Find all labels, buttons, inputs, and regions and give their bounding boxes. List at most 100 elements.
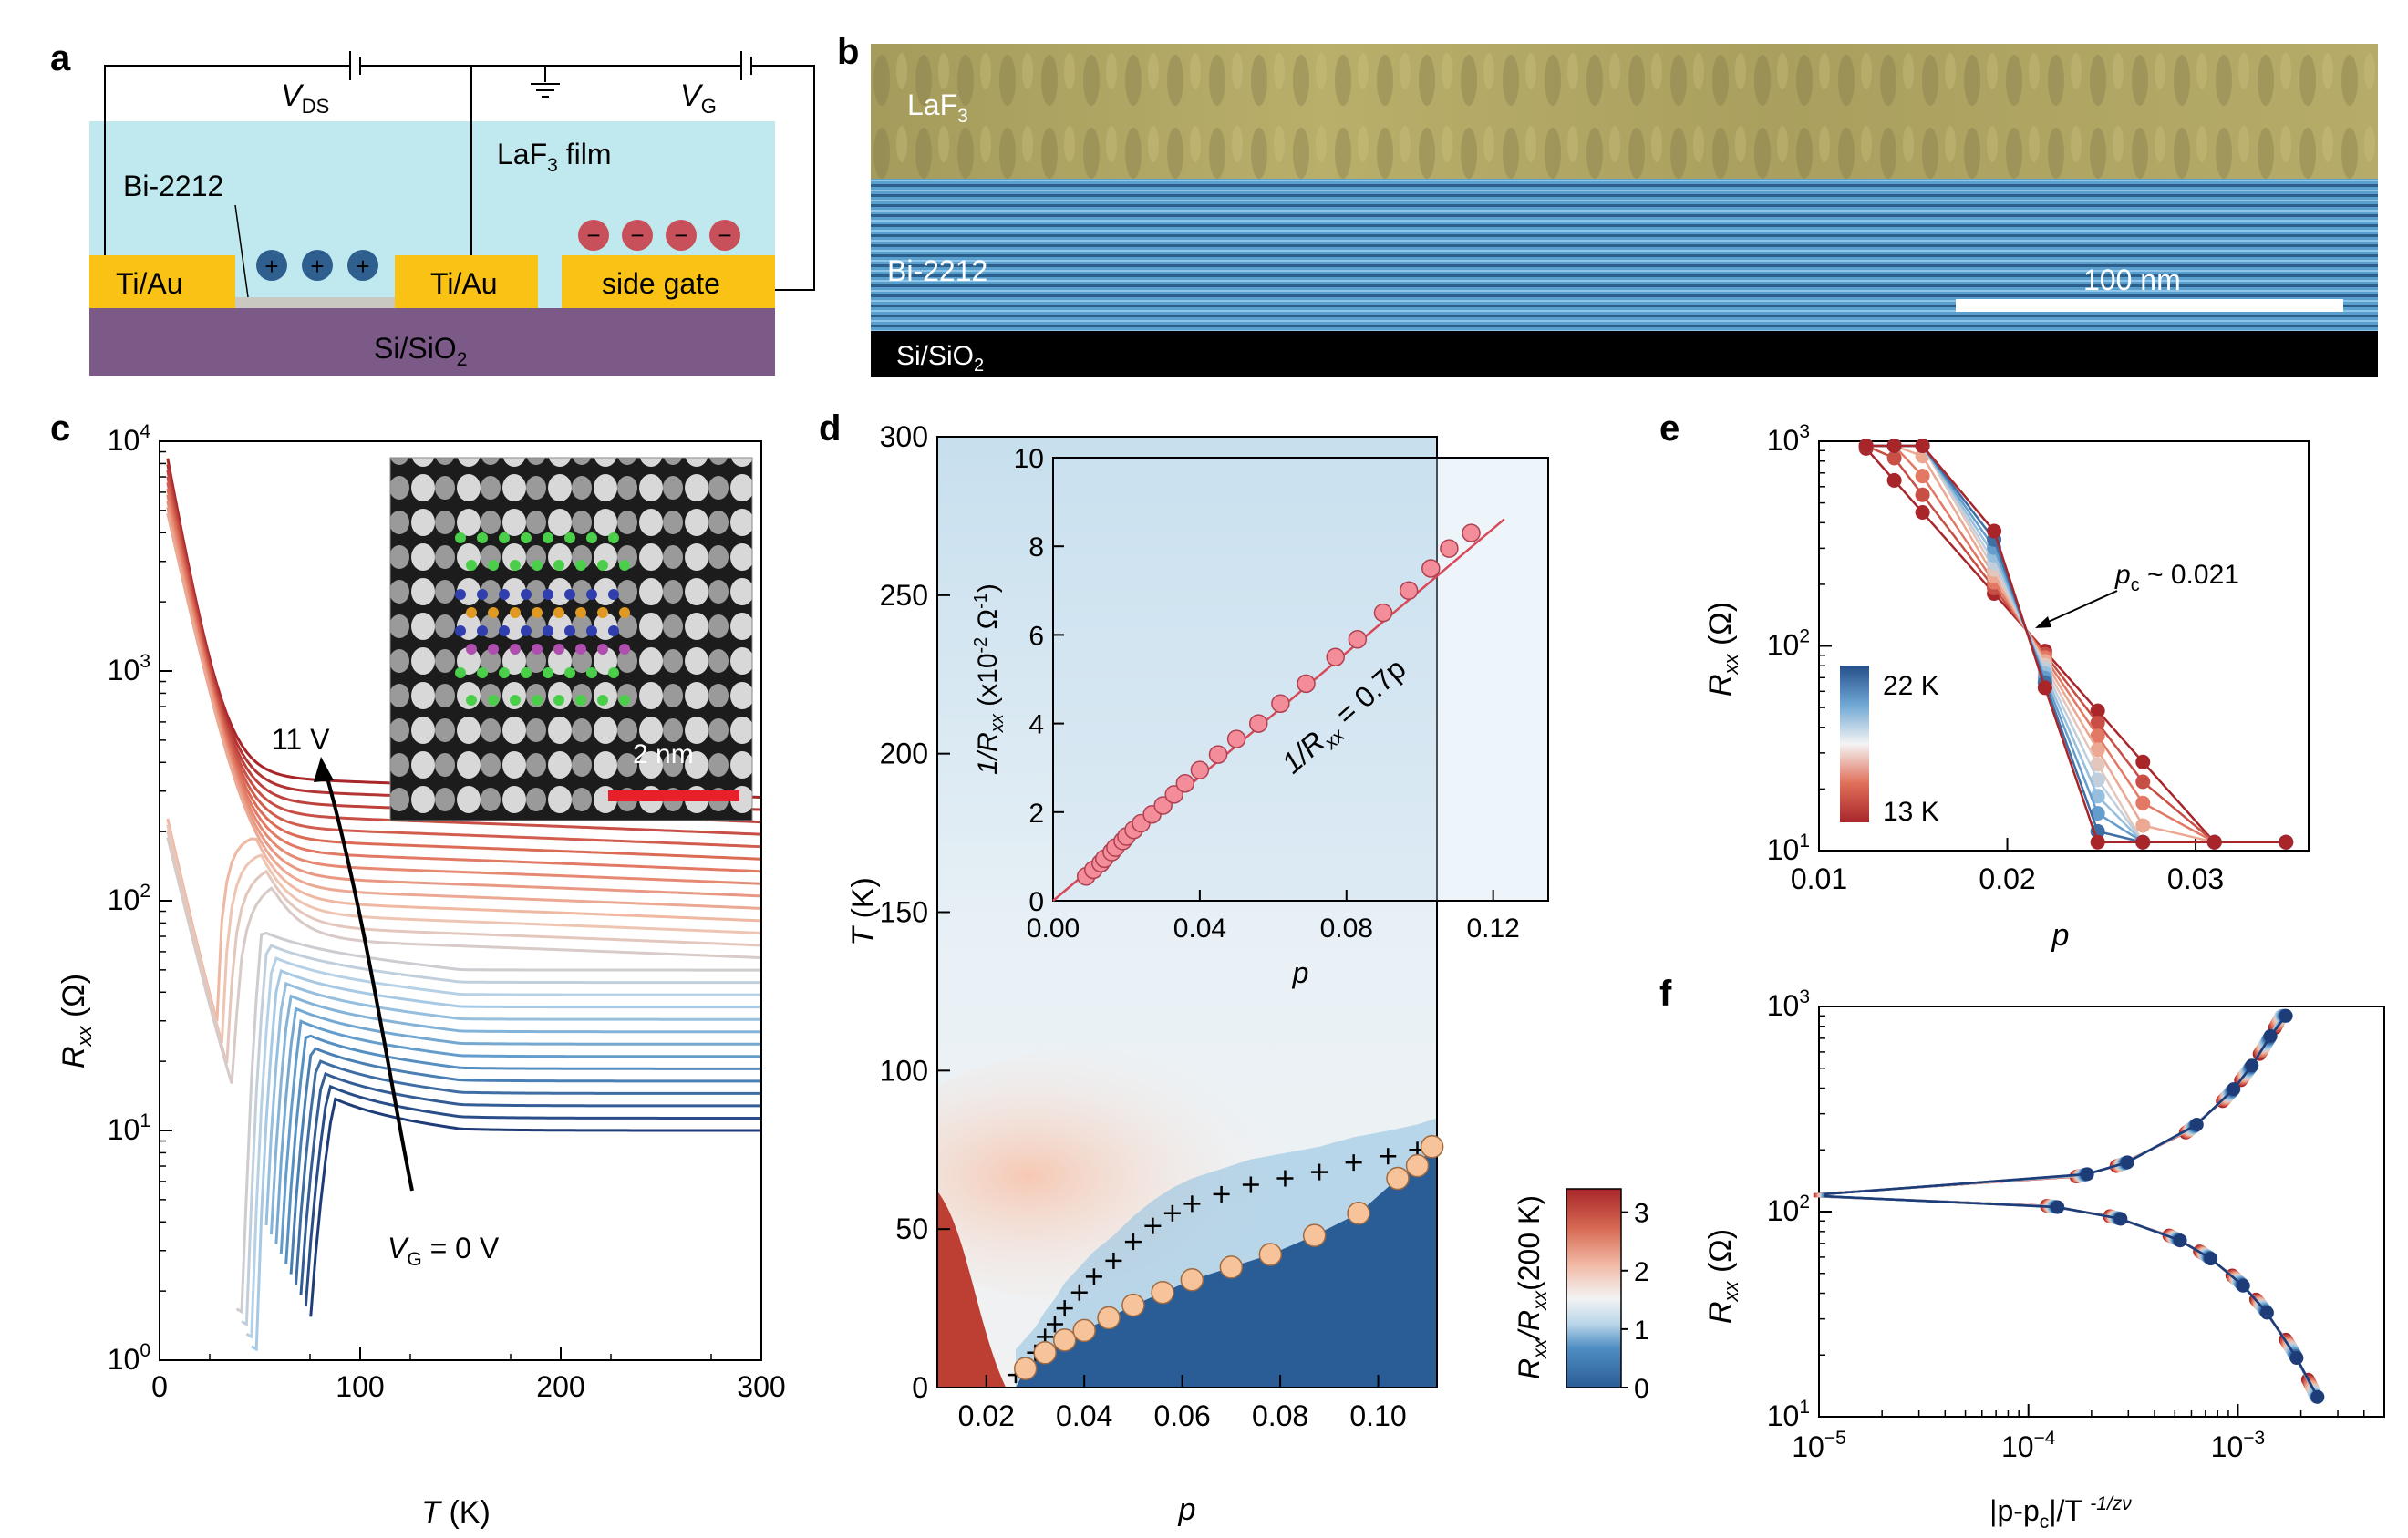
atom-dot [619,644,630,655]
atom-dot [543,532,553,543]
collapse-point [2259,1306,2274,1320]
bi2212-label: Bi-2212 [887,254,987,287]
collapse-curve [1820,1015,2284,1196]
si-label: Si/SiO2 [896,341,984,376]
atom-dot [575,644,586,655]
collapse-curve [1813,1194,2310,1380]
tc-circle [1302,1223,1327,1247]
tick-label: 6 [1028,621,1044,651]
isotherm-point [2279,834,2294,850]
rt-curve [166,494,760,873]
isotherm-point [2135,774,2151,790]
inset-point [1248,714,1268,733]
e-ylabel: Rxx (Ω) [1703,602,1742,697]
tem-image: LaF3 Bi-2212 Si/SiO2 100 nm [871,44,2378,377]
onset-cross [1242,1176,1259,1193]
electrode-gate [562,255,775,308]
plus-ball [256,250,287,281]
atom-dot [619,695,630,706]
isotherm-point [2090,757,2105,772]
collapse-point [2245,1058,2259,1073]
onset-cross [1345,1154,1362,1172]
inset-point [1399,581,1419,601]
d-xlabel: p [1178,1492,1196,1527]
tc-circle [1386,1166,1410,1191]
c-xlabel: T (K) [421,1495,491,1530]
vg-label: VG [680,78,717,118]
minus-sign: − [630,222,644,249]
atom-dot [575,560,586,571]
atom-dot [553,560,564,571]
electrode-mid [395,255,538,308]
atom-dot [619,560,630,571]
inset-point [1271,694,1290,713]
atom-dot [477,625,488,636]
collapse-curve [1823,1194,2319,1398]
collapse-curve [1820,1194,2317,1397]
atom-dot [488,607,499,618]
inset-scale-bar [608,790,739,801]
collapse-point [2189,1117,2204,1131]
collapse-point [2120,1155,2134,1170]
tick-label: 101 [108,1110,150,1146]
minus-sign: − [674,222,687,249]
atom-dot [521,532,532,543]
rt-curve [166,831,760,1064]
tick-label: 200 [880,738,928,770]
atom-dot [488,560,499,571]
isotherm-point [2135,795,2151,810]
onset-cross [1183,1195,1201,1213]
atom-dot [477,667,488,678]
atom-dot [466,644,477,655]
inset-point [1297,674,1316,694]
atom-dot [575,607,586,618]
isotherm-point [1915,505,1930,521]
tick-label: 10 [1014,444,1044,474]
f-ylabel: Rxx (Ω) [1703,1229,1742,1324]
tick-label: 103 [1767,421,1810,457]
atom-dot [521,589,532,600]
tick-label: 0.03 [2167,862,2224,895]
rt-curve [166,476,760,836]
tick-label: 0.08 [1252,1399,1308,1432]
tick-label: 0 [1028,887,1044,917]
isotherm-curve [1865,444,2287,843]
isotherm-point [2090,789,2105,804]
pc-arrow-head [2035,616,2051,628]
tick-label: 8 [1028,532,1044,563]
gate-arrow [325,774,414,1192]
onset-cross [1213,1185,1230,1203]
atom-dot [597,695,608,706]
rt-curve [166,501,760,885]
rt-curve [289,1047,760,1275]
onset-cross [1276,1170,1294,1187]
e-plot-frame [1818,440,2310,852]
collapse-curve [1818,1194,2314,1391]
atom-dot [499,589,510,600]
inset-xlabel: p [1292,956,1309,989]
panel-label-e: e [1659,408,1680,449]
atom-dot [564,667,575,678]
isotherm-point [2090,715,2105,730]
tick-label: 103 [108,651,150,686]
isotherm-point [1886,472,1902,488]
tick-label: 10−3 [2211,1428,2266,1463]
atom-dot [597,560,608,571]
panel-label-d: d [819,408,842,449]
tiau-mid-label: Ti/Au [430,267,498,300]
panel-label-b: b [837,32,860,72]
tick-label: 0.01 [1791,862,1847,895]
tick-label: 300 [737,1370,785,1403]
pc-arrow [2041,590,2118,625]
atom-dot [510,560,521,571]
side-gate-label: side gate [602,267,720,300]
collapse-point [2173,1233,2187,1248]
isotherm-point [2135,818,2151,833]
film-label: LaF3 film [497,138,611,176]
atom-dot [597,607,608,618]
atom-dot [477,532,488,543]
isotherm-point [2206,834,2222,850]
collapse-point [2289,1351,2304,1366]
rt-curve [264,981,760,1225]
atom-dot [532,695,543,706]
